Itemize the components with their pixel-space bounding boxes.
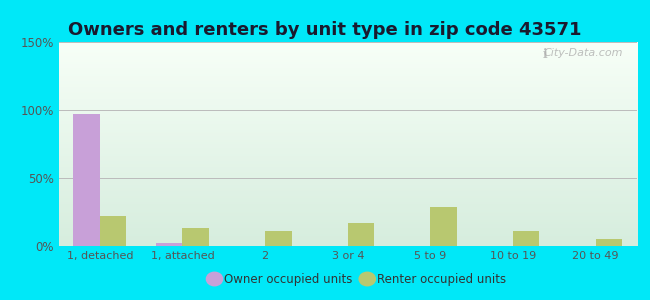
Bar	[595, 239, 622, 246]
Bar	[430, 207, 457, 246]
Text: ℹ: ℹ	[543, 48, 547, 61]
Text: City-Data.com: City-Data.com	[543, 48, 623, 58]
Bar	[513, 231, 540, 246]
Text: Owner occupied units: Owner occupied units	[224, 272, 352, 286]
Bar	[265, 231, 292, 246]
Bar	[348, 223, 374, 246]
Bar	[100, 216, 126, 246]
Bar	[73, 114, 100, 246]
Text: Owners and renters by unit type in zip code 43571: Owners and renters by unit type in zip c…	[68, 21, 582, 39]
Bar	[183, 228, 209, 246]
Bar	[156, 243, 183, 246]
Text: Renter occupied units: Renter occupied units	[377, 272, 506, 286]
